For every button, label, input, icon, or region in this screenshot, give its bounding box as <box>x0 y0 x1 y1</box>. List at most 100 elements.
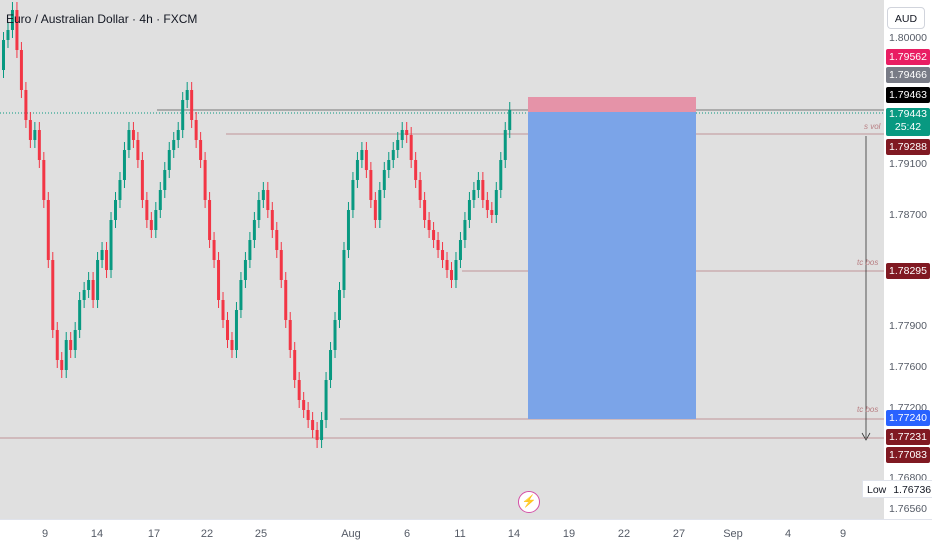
candle-body <box>360 150 364 160</box>
price-label-current: 1.79443 25:42 <box>886 108 930 136</box>
candle-body <box>463 220 467 240</box>
candle-body <box>42 160 46 200</box>
annotation-bos-mid: tc bos <box>857 258 879 267</box>
candle-body <box>118 180 122 200</box>
candle-body <box>257 200 261 220</box>
candle-body <box>458 240 462 260</box>
candle-body <box>261 190 265 200</box>
price-tick: 1.77900 <box>889 320 927 332</box>
candle-body <box>400 130 404 140</box>
measure-arrow <box>861 432 871 441</box>
candle-body <box>288 320 292 350</box>
candle-body <box>248 240 252 260</box>
candle-body <box>485 200 489 210</box>
candle-body <box>293 350 297 380</box>
candle-body <box>342 250 346 290</box>
candle-body <box>149 220 153 230</box>
candle-body <box>252 220 256 240</box>
price-label-target: 1.77240 <box>886 410 930 426</box>
candle-body <box>28 120 32 140</box>
candle-body <box>499 160 503 190</box>
low-marker: Low 1.76736 <box>862 480 932 498</box>
time-tick: 9 <box>839 528 847 540</box>
candle-body <box>140 160 144 200</box>
candle-body <box>450 270 453 280</box>
candle-body <box>266 190 270 210</box>
candle-body <box>19 50 23 90</box>
candle-body <box>472 190 476 200</box>
candle-body <box>418 180 422 200</box>
annotation-bos-low: tc bos <box>857 405 879 414</box>
current-price: 1.79443 <box>889 108 927 120</box>
candle-body <box>409 135 413 160</box>
candle-body <box>226 320 229 340</box>
candle-body <box>355 160 359 180</box>
candle-body <box>100 250 104 260</box>
time-tick: 9 <box>41 528 49 540</box>
candle-body <box>208 200 212 240</box>
candle-body <box>243 260 247 280</box>
candle-body <box>181 100 185 130</box>
time-tick: 17 <box>147 528 161 540</box>
candle-body <box>10 10 14 30</box>
low-label: Low <box>867 484 887 496</box>
price-label-bos-mid: 1.78295 <box>886 263 930 279</box>
stop-loss-zone <box>528 97 696 112</box>
currency-selector[interactable]: AUD <box>887 7 925 29</box>
annotation-svol: s vol <box>864 122 881 131</box>
candle-body <box>346 210 350 250</box>
candle-body <box>73 330 77 350</box>
price-tick: 1.78700 <box>889 209 927 221</box>
price-chart[interactable] <box>0 0 884 519</box>
candle-body <box>190 90 194 120</box>
price-tick: 1.77600 <box>889 361 927 373</box>
candle-body <box>203 160 207 200</box>
candle-body <box>96 260 100 300</box>
candle-body <box>15 10 19 50</box>
candle-body <box>373 200 377 220</box>
candle-body <box>324 380 328 420</box>
price-tick: 1.80000 <box>889 32 927 44</box>
candle-body <box>445 260 449 270</box>
time-tick: 22 <box>200 528 214 540</box>
candle-body <box>87 280 91 290</box>
price-label-last: 1.79463 <box>886 87 930 103</box>
candle-body <box>64 340 68 370</box>
candle-body <box>127 130 131 150</box>
flash-icon[interactable]: ⚡ <box>518 491 540 513</box>
time-tick: 27 <box>672 528 686 540</box>
time-axis[interactable]: 9 14 17 22 25 Aug 6 11 14 19 22 27 Sep 4… <box>0 519 932 550</box>
symbol-title[interactable]: Euro / Australian Dollar · 4h · FXCM <box>6 12 198 26</box>
candle-body <box>46 200 50 260</box>
candle-body <box>436 240 440 250</box>
time-tick: 25 <box>254 528 268 540</box>
time-tick: Sep <box>723 528 743 540</box>
time-tick: 19 <box>562 528 576 540</box>
chart-plot-area[interactable]: Euro / Australian Dollar · 4h · FXCM s v… <box>0 0 884 519</box>
candle-body <box>105 250 109 270</box>
candle-body <box>82 290 86 300</box>
candle-body <box>122 150 126 180</box>
candle-body <box>24 90 28 120</box>
candle-body <box>494 190 498 215</box>
candle-body <box>154 210 158 230</box>
candle-body <box>378 190 382 220</box>
candle-body <box>508 110 512 130</box>
time-tick: 6 <box>403 528 411 540</box>
low-value: 1.76736 <box>893 484 932 496</box>
take-profit-zone <box>528 112 696 419</box>
candle-body <box>270 210 274 230</box>
candle-body <box>284 280 288 320</box>
candle-body <box>176 130 180 140</box>
candle-body <box>441 250 445 260</box>
candle-body <box>221 300 225 320</box>
candle-body <box>91 280 95 300</box>
candle-body <box>2 40 5 70</box>
price-label-stop: 1.79562 <box>886 49 930 65</box>
candle-body <box>414 160 418 180</box>
price-label-support: 1.77083 <box>886 447 930 463</box>
candle-body <box>33 130 37 140</box>
candle-body <box>275 230 279 250</box>
candle-body <box>163 170 167 190</box>
candle-body <box>212 240 216 260</box>
